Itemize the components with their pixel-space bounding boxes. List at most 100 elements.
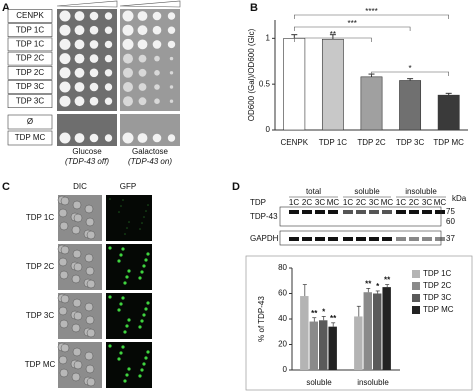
- y-tick-label: 20: [278, 340, 287, 349]
- gfp-signal: [144, 258, 148, 262]
- bar: [319, 320, 328, 370]
- gfp-signal: [121, 345, 125, 349]
- cell: [73, 360, 83, 370]
- yeast-spot: [89, 68, 99, 78]
- tdp43-band: [396, 210, 406, 214]
- significance-bracket: [293, 26, 411, 31]
- gfp-signal: [127, 269, 131, 273]
- lane-label: MC: [381, 198, 394, 207]
- gapdh-band: [409, 237, 419, 241]
- cell: [58, 355, 68, 365]
- gfp-signal: [140, 368, 144, 372]
- tdp43-band: [315, 210, 325, 214]
- y-axis-label: OD600 (Gal)/OD600 (Glc): [247, 28, 256, 121]
- yeast-spot: [169, 99, 174, 103]
- cell: [73, 311, 83, 321]
- cell: [73, 262, 83, 272]
- gfp-signal: [139, 228, 141, 230]
- row-label: TDP MC: [25, 360, 56, 369]
- significance-label: ***: [348, 19, 357, 28]
- x-tick-label: TDP 3C: [396, 138, 425, 147]
- significance-label: *: [322, 308, 326, 317]
- bar: [363, 292, 372, 370]
- yeast-spot: [138, 68, 147, 77]
- yeast-spot: [59, 67, 71, 79]
- yeast-spot: [104, 54, 113, 63]
- yeast-spot: [59, 38, 71, 50]
- bar: [309, 321, 318, 370]
- row-label-box: [7, 94, 53, 108]
- blot-strip: [279, 230, 442, 246]
- gapdh-band: [328, 237, 338, 241]
- row-label: TDP 1C: [26, 213, 55, 222]
- yeast-spot: [89, 40, 99, 49]
- gfp-signal: [123, 330, 127, 334]
- lane-label: 1C: [289, 198, 299, 207]
- dilution-wedge: [56, 0, 118, 8]
- protein-label: GAPDH: [250, 234, 279, 243]
- gfp-signal: [120, 205, 122, 207]
- lane-label: 3C: [422, 198, 432, 207]
- gfp-signal: [122, 199, 124, 201]
- medium-name: Glucose: [72, 147, 102, 156]
- gfp-signal: [140, 270, 144, 274]
- gapdh-band: [315, 237, 325, 241]
- significance-label: ****: [365, 7, 377, 16]
- strain-label: TDP 2C: [16, 54, 45, 63]
- yeast-spot: [169, 56, 174, 61]
- yeast-spot: [74, 53, 85, 64]
- yeast-spot: [152, 133, 162, 143]
- significance-label: *: [409, 64, 412, 73]
- lane-label: MC: [327, 198, 340, 207]
- cell: [84, 253, 94, 263]
- yeast-spot: [138, 54, 147, 63]
- bar: [373, 293, 382, 370]
- legend-label: TDP MC: [423, 305, 454, 314]
- cell: [60, 245, 70, 255]
- gfp-signal: [143, 216, 145, 218]
- gfp-signal: [109, 198, 111, 200]
- gfp-signal: [119, 253, 123, 257]
- bar: [321, 38, 344, 131]
- medium-name: Galactose: [132, 147, 169, 156]
- gfp-signal: [144, 307, 148, 311]
- gfp-signal: [123, 281, 127, 285]
- tdp43-band: [422, 210, 432, 214]
- gfp-signal: [142, 362, 146, 366]
- yeast-spot: [123, 96, 133, 107]
- gfp-signal: [125, 324, 129, 328]
- panel-label: A: [2, 2, 10, 14]
- bar: [437, 94, 460, 131]
- blot-strip: [279, 206, 442, 227]
- cell: [86, 377, 96, 387]
- row-label-box: [7, 51, 53, 66]
- yeast-spot: [167, 12, 176, 20]
- yeast-spot: [137, 11, 148, 21]
- yeast-spot: [74, 96, 85, 107]
- yeast-spot: [123, 53, 133, 64]
- yeast-spot: [89, 11, 99, 21]
- row-label-box: [7, 114, 53, 130]
- gapdh-band: [369, 237, 379, 241]
- legend-swatch: [412, 294, 420, 302]
- lane-label: 1C: [343, 198, 353, 207]
- row-label-box: [7, 80, 53, 94]
- gfp-signal: [108, 344, 112, 348]
- y-tick-label: 0: [283, 365, 288, 374]
- yeast-spot: [59, 132, 71, 144]
- tdp43-band: [369, 210, 379, 214]
- cell: [60, 196, 70, 206]
- yeast-spot: [89, 54, 99, 63]
- row-label-box: [7, 9, 53, 23]
- cell: [59, 270, 69, 280]
- legend-label: TDP 3C: [423, 293, 452, 302]
- yeast-spot: [137, 133, 148, 143]
- strain-label: TDP 3C: [16, 82, 45, 91]
- significance-bracket: [293, 37, 372, 42]
- strain-label: TDP 3C: [16, 96, 45, 105]
- gfp-signal: [108, 295, 112, 299]
- row-label-box: [7, 37, 53, 52]
- bar: [283, 38, 306, 131]
- lane-label: 2C: [356, 198, 366, 207]
- yeast-spot: [167, 26, 176, 34]
